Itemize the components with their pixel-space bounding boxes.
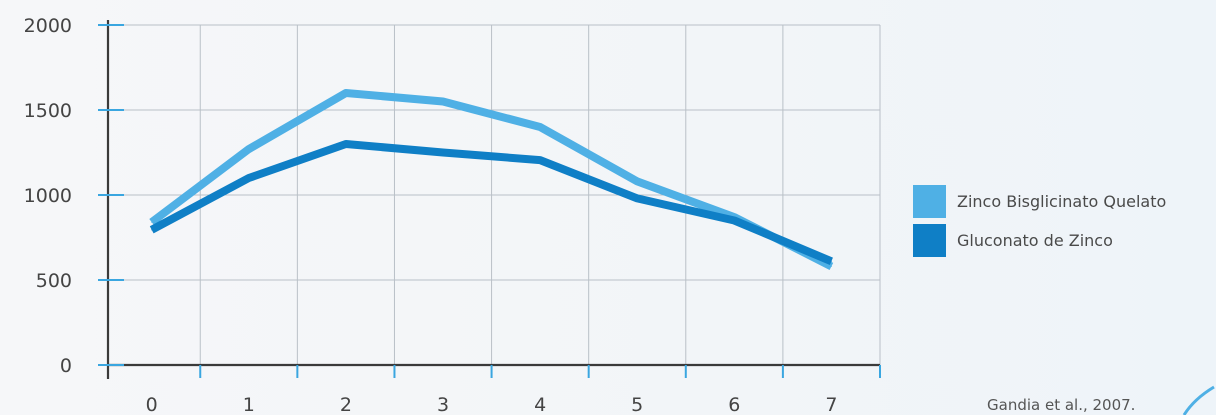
citation: Gandia et al., 2007. xyxy=(987,396,1136,414)
data-point xyxy=(151,229,153,231)
legend-label: Zinco Bisglicinato Quelato xyxy=(957,191,1167,211)
y-tick-label: 1000 xyxy=(24,185,72,207)
x-tick-label: 2 xyxy=(340,394,352,415)
data-point xyxy=(830,265,832,267)
y-tick-label: 2000 xyxy=(24,15,72,37)
axes xyxy=(106,20,880,379)
x-tick-label: 5 xyxy=(631,394,643,415)
y-tick-label: 500 xyxy=(36,270,72,292)
legend: Zinco Bisglicinato Quelato Gluconato de … xyxy=(913,184,1167,263)
legend-swatch xyxy=(913,223,946,257)
series-line-1 xyxy=(149,140,833,265)
data-point xyxy=(539,159,541,161)
data-point xyxy=(248,177,250,179)
x-tick-label: 1 xyxy=(243,394,255,415)
decorative-arc xyxy=(1182,385,1215,415)
legend-label: Gluconato de Zinco xyxy=(957,230,1113,250)
x-tick-label: 0 xyxy=(146,394,158,415)
y-tick-label: 1500 xyxy=(24,100,72,122)
data-point xyxy=(442,152,444,153)
data-point xyxy=(248,148,250,150)
data-point xyxy=(636,197,638,199)
data-point xyxy=(636,180,638,182)
data-point xyxy=(151,221,153,223)
x-tick-label: 7 xyxy=(825,394,837,415)
data-point xyxy=(345,143,347,145)
legend-item-1: Gluconato de Zinco xyxy=(913,223,1166,257)
data-point xyxy=(345,92,347,94)
grid-lines xyxy=(108,24,881,365)
series-line-0 xyxy=(149,89,834,270)
x-tick-label: 4 xyxy=(534,394,546,415)
data-point xyxy=(830,260,832,262)
data-point xyxy=(733,220,735,221)
data-point xyxy=(539,126,541,128)
x-tick-label: 3 xyxy=(437,394,449,415)
series-lines xyxy=(149,89,834,270)
data-point xyxy=(442,101,444,102)
y-tick-label: 0 xyxy=(60,355,72,377)
axis-ticks: 0 500 1000 1500 2000 0 1 2 3 4 5 6 7 xyxy=(24,15,881,415)
legend-swatch xyxy=(913,184,946,218)
x-tick-label: 6 xyxy=(728,394,740,415)
legend-item-0: Zinco Bisglicinato Quelato xyxy=(913,184,1167,218)
